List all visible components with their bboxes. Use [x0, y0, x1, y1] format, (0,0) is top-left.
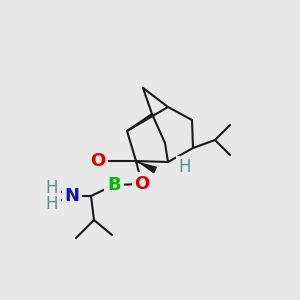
Text: N: N [64, 187, 80, 205]
Text: B: B [107, 176, 121, 194]
Text: H: H [46, 179, 58, 197]
Text: H: H [46, 195, 58, 213]
Text: H: H [179, 158, 191, 176]
Text: O: O [90, 152, 106, 170]
Text: O: O [134, 175, 150, 193]
Polygon shape [136, 160, 156, 173]
